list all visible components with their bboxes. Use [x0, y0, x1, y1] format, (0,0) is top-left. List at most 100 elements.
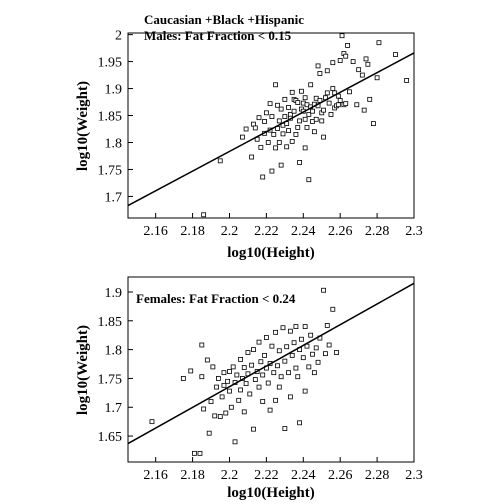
x-tick-label-males: 2.3	[405, 224, 423, 239]
data-point-males	[293, 131, 299, 137]
data-point-females	[241, 365, 247, 370]
data-point-males	[286, 105, 291, 110]
data-point-females	[221, 370, 227, 376]
data-point-females	[284, 344, 290, 350]
data-point-males	[306, 112, 312, 117]
chart-panel-females: 2.16 2.18 2.2 2.22 2.24 2.26 2.28 2.3 1.65 1.7 1.7…	[75, 276, 423, 501]
data-point-females	[208, 399, 214, 404]
data-point-females	[311, 370, 317, 376]
data-point-females	[276, 348, 282, 354]
y-tick-label-males: 2	[115, 29, 122, 44]
data-point-males	[282, 96, 288, 102]
y-tick-label-females: 1.65	[98, 430, 123, 445]
data-point-females	[256, 339, 262, 345]
data-point-females	[217, 414, 223, 419]
data-point-males	[335, 102, 341, 108]
y-tick-label-males: 1.95	[98, 56, 123, 71]
data-point-males	[252, 125, 258, 131]
annotation-population: Caucasian +Black +Hispanic	[144, 12, 304, 27]
data-point-males	[297, 160, 303, 165]
data-point-females	[260, 372, 266, 378]
x-tick-label-males: 2.28	[365, 224, 390, 239]
data-point-males	[324, 68, 330, 74]
data-point-females	[265, 380, 271, 386]
data-point-females	[334, 350, 339, 355]
data-point-males	[286, 128, 291, 134]
data-point-females	[299, 336, 304, 342]
plot-frame-males	[127, 32, 415, 219]
data-point-males	[337, 58, 343, 63]
data-point-males	[260, 174, 266, 180]
data-point-males	[263, 110, 269, 116]
data-point-females	[216, 376, 221, 381]
data-point-males	[278, 106, 284, 112]
y-tick-label-males: 1.85	[98, 110, 123, 125]
data-point-females	[228, 404, 234, 410]
data-point-females	[199, 374, 205, 380]
data-point-females	[238, 357, 243, 362]
data-point-males	[291, 108, 297, 114]
x-tick-label-females: 2.26	[328, 468, 353, 483]
data-point-males	[262, 119, 267, 124]
trendline-females	[127, 282, 415, 445]
data-point-males	[393, 52, 398, 57]
data-point-females	[310, 351, 315, 357]
data-point-females	[287, 394, 293, 400]
data-point-females	[180, 376, 186, 381]
data-point-males	[295, 124, 301, 130]
data-point-females	[326, 342, 332, 348]
data-point-females	[232, 439, 238, 445]
x-tick-label-females: 2.16	[143, 468, 168, 483]
data-point-females	[219, 394, 225, 400]
data-point-males	[217, 158, 223, 164]
data-point-males	[343, 101, 349, 107]
x-tick-label-males: 2.26	[328, 224, 353, 239]
data-point-males	[345, 43, 350, 48]
data-point-males	[321, 107, 326, 113]
y-tick-label-females: 1.75	[98, 372, 123, 387]
y-tick-label-males: 1.7	[105, 190, 123, 205]
x-tick-label-females: 2.3	[405, 468, 423, 483]
data-point-females	[149, 419, 155, 425]
data-point-males	[319, 118, 325, 124]
data-point-females	[234, 372, 240, 378]
y-axis-title-males: log10(Weight)	[75, 81, 91, 171]
data-point-females	[251, 426, 256, 432]
data-point-males	[313, 116, 319, 122]
data-point-females	[223, 410, 229, 416]
data-point-females	[271, 370, 277, 376]
data-point-females	[238, 387, 243, 393]
data-point-females	[252, 377, 258, 382]
data-point-females	[282, 426, 288, 431]
data-point-males	[273, 82, 279, 88]
data-point-males	[280, 131, 286, 137]
data-point-females	[302, 388, 308, 394]
data-point-females	[293, 365, 299, 371]
data-point-males	[258, 144, 264, 150]
data-point-females	[251, 347, 256, 353]
data-point-females	[269, 343, 275, 349]
data-point-females	[247, 391, 253, 397]
data-point-males	[302, 116, 308, 122]
data-point-females	[323, 351, 328, 357]
data-point-males	[278, 162, 284, 168]
data-point-males	[343, 53, 349, 59]
data-point-males	[317, 71, 323, 76]
data-point-females	[324, 323, 330, 328]
data-point-males	[339, 33, 345, 39]
data-point-females	[245, 350, 251, 355]
data-point-males	[269, 168, 275, 174]
data-point-males	[304, 124, 310, 130]
data-point-females	[302, 324, 308, 329]
data-point-males	[361, 107, 367, 113]
y-tick-label-females: 1.8	[105, 344, 123, 359]
data-point-males	[284, 144, 290, 150]
data-point-males	[354, 102, 360, 108]
data-point-males	[302, 95, 308, 101]
data-point-males	[289, 89, 295, 95]
data-point-males	[276, 140, 282, 145]
data-point-females	[210, 364, 216, 370]
data-point-females	[295, 374, 301, 380]
trendline-males	[127, 52, 415, 207]
